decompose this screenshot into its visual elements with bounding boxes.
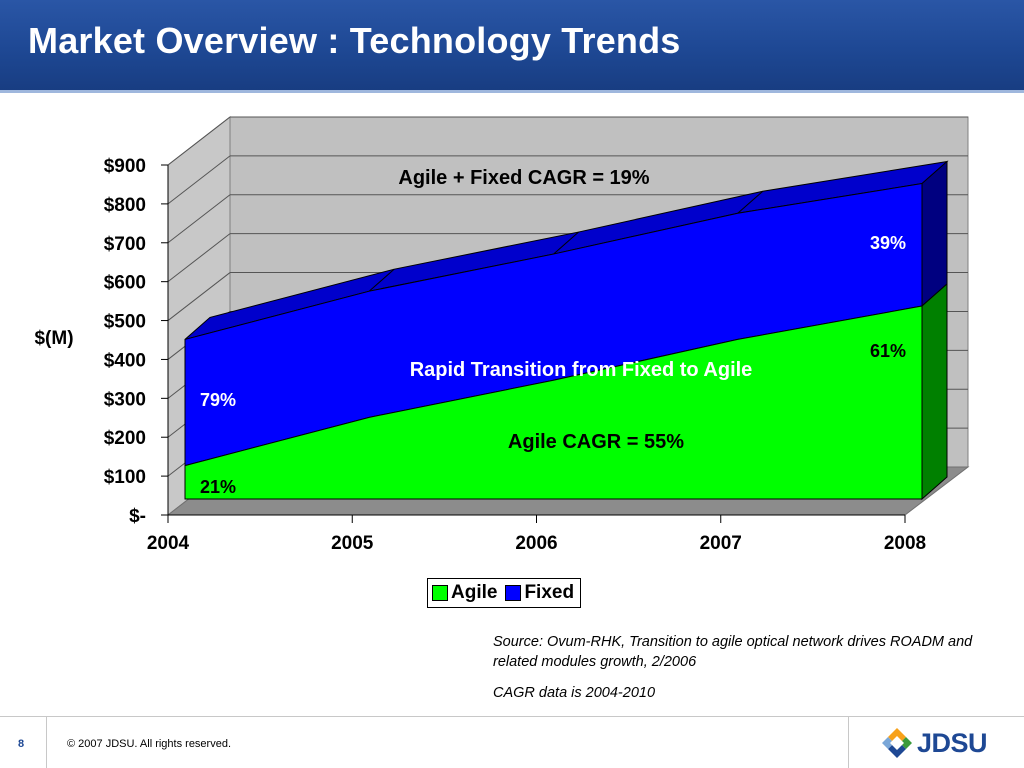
legend-item-agile: Agile bbox=[432, 582, 497, 604]
agile-cagr-annotation: Agile CAGR = 55% bbox=[508, 431, 684, 453]
logo-text: JDSU bbox=[917, 727, 988, 758]
total-cagr-annotation: Agile + Fixed CAGR = 19% bbox=[398, 167, 649, 189]
y-tick-label: $900 bbox=[104, 156, 146, 177]
x-tick-label: 2004 bbox=[147, 533, 190, 554]
x-tick-label: 2006 bbox=[515, 533, 557, 554]
copyright-notice: © 2007 JDSU. All rights reserved. bbox=[67, 738, 232, 750]
stacked-area-chart: $- $100 $200 $300 $400 $500 $600 $700 $800 $900 2… bbox=[34, 115, 970, 554]
page-number: 8 bbox=[18, 738, 25, 750]
x-tick-label: 2005 bbox=[331, 533, 374, 554]
y-tick-label: $600 bbox=[104, 273, 146, 294]
agile-area bbox=[184, 305, 923, 500]
fixed-2008-share: 39% bbox=[870, 233, 906, 253]
y-tick-label: $700 bbox=[104, 234, 146, 255]
y-axis-label: $(M) bbox=[34, 328, 73, 349]
transition-annotation: Rapid Transition from Fixed to Agile bbox=[410, 359, 753, 381]
y-tick-label: $- bbox=[129, 506, 146, 527]
legend-label-fixed: Fixed bbox=[524, 582, 575, 603]
legend-item-fixed: Fixed bbox=[505, 582, 574, 604]
x-tick-label: 2007 bbox=[700, 533, 742, 554]
y-tick-label: $400 bbox=[104, 350, 146, 371]
footer-divider bbox=[0, 716, 1024, 717]
title-bar: Market Overview : Technology Trends bbox=[0, 0, 1024, 90]
chart-legend: Agile Fixed bbox=[427, 578, 582, 608]
jdsu-logo: JDSU bbox=[880, 726, 988, 760]
surface-edge bbox=[553, 231, 579, 255]
cagr-note: CAGR data is 2004-2010 bbox=[493, 685, 656, 701]
footer-separator bbox=[848, 716, 849, 768]
agile-2008-share: 61% bbox=[870, 341, 906, 361]
x-tick-label: 2008 bbox=[884, 533, 926, 554]
title-divider bbox=[0, 90, 1024, 93]
legend-label-agile: Agile bbox=[451, 582, 498, 603]
y-axis-ticks: $- $100 $200 $300 $400 $500 $600 $700 $800 $900 bbox=[104, 156, 169, 527]
agile-2004-share: 21% bbox=[200, 477, 236, 497]
agile-side-face bbox=[921, 282, 948, 501]
y-tick-label: $100 bbox=[104, 467, 146, 488]
surface-edge bbox=[737, 190, 764, 214]
legend-swatch-fixed bbox=[505, 585, 522, 601]
y-tick-label: $800 bbox=[104, 195, 146, 216]
y-tick-label: $200 bbox=[104, 428, 146, 449]
fixed-side-face bbox=[921, 160, 948, 308]
jdsu-logo-icon bbox=[882, 728, 912, 758]
gridline bbox=[167, 272, 231, 321]
y-tick-label: $500 bbox=[104, 312, 146, 333]
chart-areas bbox=[184, 160, 949, 501]
gridline bbox=[167, 155, 231, 205]
gridline bbox=[167, 233, 231, 283]
slide-title: Market Overview : Technology Trends bbox=[28, 20, 681, 61]
fixed-2004-share: 79% bbox=[200, 390, 236, 410]
surface-edge bbox=[368, 268, 395, 292]
chart-annotations: Agile + Fixed CAGR = 19% Rapid Transitio… bbox=[200, 167, 906, 497]
gridline bbox=[167, 116, 231, 166]
source-citation: Source: Ovum-RHK, Transition to agile op… bbox=[493, 634, 973, 670]
footer-separator bbox=[46, 716, 47, 768]
x-axis-ticks: 2004 2005 2006 2007 2008 bbox=[147, 514, 926, 554]
legend-swatch-agile bbox=[432, 585, 448, 601]
gridline bbox=[167, 194, 231, 244]
y-tick-label: $300 bbox=[104, 389, 146, 410]
